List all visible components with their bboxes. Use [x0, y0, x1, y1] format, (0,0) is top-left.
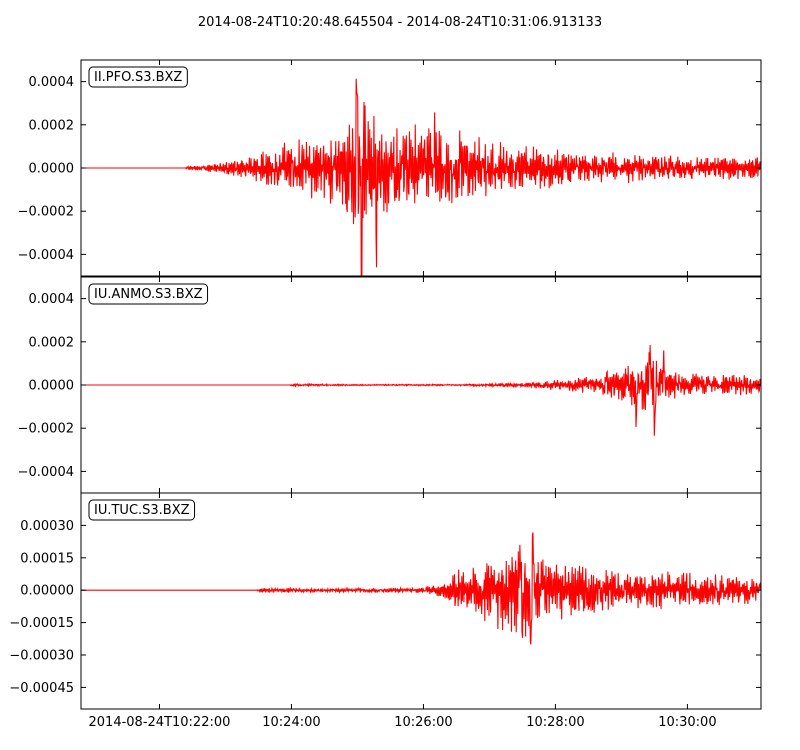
panel-1: −0.0004 −0.0002 0.0000 0.0002 0.0004 II.PFO.S…	[18, 59, 762, 277]
panels-group: −0.0004 −0.0002 0.0000 0.0002 0.0004 II.PFO.S…	[9, 59, 762, 710]
y-tick-label: 0.0002	[29, 118, 75, 133]
waveform-trace	[81, 532, 761, 645]
y-tick-label: 0.0000	[29, 162, 75, 177]
y-tick-label: 0.0004	[29, 75, 75, 90]
x-tick-label: 10:28:00	[526, 715, 584, 730]
panel-2: −0.0004 −0.0002 0.0000 0.0002 0.0004 IU.ANMO.…	[18, 276, 762, 494]
y-tick-label: −0.0002	[18, 422, 74, 437]
station-label-box: IU.TUC.S3.BXZ	[88, 499, 196, 521]
x-tick-label: 10:30:00	[658, 715, 716, 730]
x-tick-label: 10:24:00	[262, 715, 320, 730]
station-label-box: II.PFO.S3.BXZ	[88, 66, 188, 88]
y-tick-label: 0.0000	[29, 379, 75, 394]
y-tick-label: −0.00045	[9, 681, 74, 696]
y-tick-label: 0.00030	[20, 519, 74, 534]
y-tick-label: 0.00015	[20, 551, 74, 566]
panel-3: −0.00045 −0.00030 −0.00015 0.00000 0.00015 0.…	[9, 492, 762, 710]
y-tick-label: 0.0002	[29, 335, 75, 350]
station-label: IU.ANMO.S3.BXZ	[94, 287, 203, 302]
station-label: II.PFO.S3.BXZ	[94, 70, 182, 85]
figure-title: 2014-08-24T10:20:48.645504 - 2014-08-24T…	[198, 15, 602, 30]
station-label: IU.TUC.S3.BXZ	[94, 503, 190, 518]
y-tick-label: −0.00015	[9, 616, 74, 631]
y-tick-label: −0.00030	[9, 649, 74, 664]
station-label-frame	[88, 66, 188, 88]
shared-x-axis: 2014-08-24T10:22:00 10:24:00 10:26:00 10:28…	[89, 715, 717, 730]
waveform-trace	[81, 345, 761, 436]
x-tick-label: 2014-08-24T10:22:00	[89, 715, 231, 730]
station-label-frame	[88, 499, 196, 521]
waveform-trace	[81, 78, 761, 276]
y-tick-label: −0.0004	[18, 248, 74, 263]
y-tick-label: −0.0004	[18, 465, 74, 480]
station-label-box: IU.ANMO.S3.BXZ	[88, 283, 209, 305]
x-tick-label: 10:26:00	[394, 715, 452, 730]
station-label-frame	[88, 283, 209, 305]
y-tick-label: 0.00000	[20, 584, 74, 599]
y-tick-label: 0.0004	[29, 292, 75, 307]
y-tick-label: −0.0002	[18, 205, 74, 220]
panel-frame	[80, 492, 762, 710]
